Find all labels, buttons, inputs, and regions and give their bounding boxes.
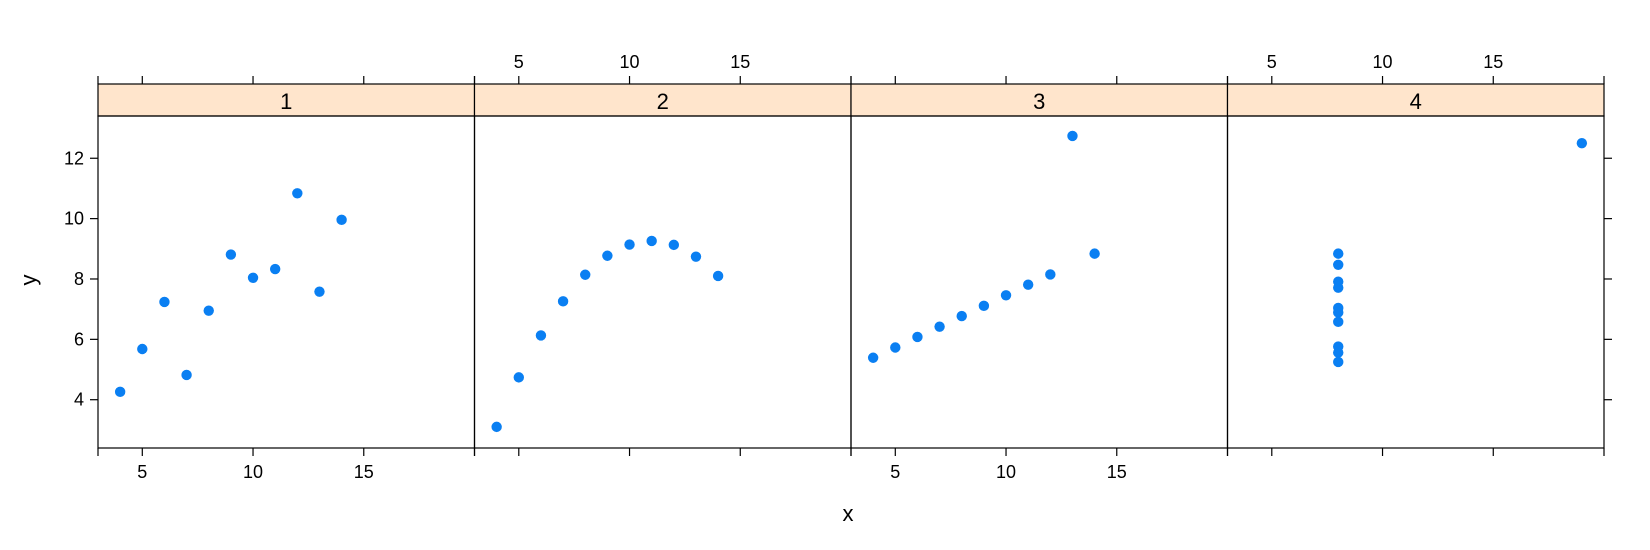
data-point-3-4 (1022, 279, 1034, 290)
data-point-2-2 (690, 251, 702, 262)
data-point-2-3 (602, 250, 613, 261)
data-point-4-0 (1333, 316, 1344, 328)
panel-strip-2 (473, 83, 852, 117)
strip-label-3: 3 (1033, 89, 1045, 114)
data-point-2-8 (668, 239, 680, 251)
data-point-2-5 (712, 270, 724, 282)
data-point-3-10 (890, 342, 901, 353)
x-tick-label-2-5: 5 (514, 52, 524, 72)
data-point-2-9 (557, 296, 569, 307)
data-point-4-7 (1576, 137, 1588, 149)
data-point-2-1 (580, 269, 591, 280)
data-point-1-6 (159, 296, 170, 308)
data-point-4-8 (1333, 347, 1344, 358)
x-tick-label-4-10: 10 (1373, 52, 1393, 72)
points-layer (114, 130, 1588, 433)
strip-layer: 1 2 3 4 (97, 83, 1605, 117)
data-point-2-4 (646, 235, 657, 247)
data-point-1-10 (137, 343, 148, 355)
data-point-3-5 (1089, 248, 1100, 259)
data-point-4-4 (1333, 259, 1344, 270)
x-tick-label-2-15: 15 (730, 52, 750, 72)
strip-label-2: 2 (657, 89, 669, 114)
panel-strip-4 (1226, 83, 1605, 117)
data-point-1-4 (269, 263, 281, 275)
data-point-3-9 (934, 321, 945, 332)
panel-strip-3 (850, 83, 1229, 117)
data-point-1-0 (247, 272, 259, 283)
data-point-3-6 (912, 331, 923, 343)
data-point-1-3 (225, 249, 237, 260)
panel-layer (97, 115, 1605, 449)
x-tick-label-4-15: 15 (1483, 52, 1503, 72)
data-point-4-9 (1333, 276, 1344, 287)
data-point-1-2 (314, 286, 325, 297)
strip-label-4: 4 (1410, 89, 1422, 114)
data-point-1-7 (114, 386, 126, 398)
data-point-1-9 (181, 369, 192, 381)
x-tick-label-4-5: 5 (1267, 52, 1277, 72)
panel-strip-1 (97, 83, 476, 117)
data-point-3-2 (1067, 130, 1078, 142)
data-point-3-3 (978, 300, 990, 312)
x-axis-title: x (843, 501, 854, 526)
y-tick-label-8: 8 (74, 269, 84, 289)
data-point-3-1 (956, 310, 967, 322)
x-tick-label-1-15: 15 (354, 462, 374, 482)
x-tick-label-1-10: 10 (243, 462, 263, 482)
x-tick-label-3-10: 10 (996, 462, 1016, 482)
data-point-4-6 (1333, 356, 1344, 368)
data-point-2-7 (491, 421, 502, 433)
panel-frame-2 (473, 115, 852, 449)
panel-frame-3 (850, 115, 1229, 449)
data-point-2-0 (624, 239, 635, 250)
data-point-3-0 (1000, 290, 1012, 301)
data-point-3-7 (867, 352, 879, 363)
data-point-2-10 (513, 372, 524, 383)
panel-frame-1 (97, 115, 476, 449)
data-point-3-8 (1045, 269, 1056, 280)
data-point-2-6 (535, 330, 547, 341)
data-point-1-5 (336, 214, 347, 226)
y-tick-label-10: 10 (64, 209, 84, 229)
y-axis-title: y (16, 275, 41, 286)
data-point-4-10 (1333, 307, 1344, 318)
data-point-1-8 (292, 188, 303, 199)
x-tick-label-3-5: 5 (890, 462, 900, 482)
data-point-1-1 (203, 305, 214, 316)
panel-frame-4 (1226, 115, 1605, 449)
x-tick-label-2-10: 10 (620, 52, 640, 72)
strip-label-1: 1 (280, 89, 292, 114)
x-tick-label-1-5: 5 (137, 462, 147, 482)
y-tick-label-12: 12 (64, 148, 84, 168)
x-tick-label-3-15: 15 (1107, 462, 1127, 482)
y-tick-label-4: 4 (74, 390, 84, 410)
data-point-4-3 (1333, 248, 1344, 259)
y-tick-label-6: 6 (74, 329, 84, 349)
